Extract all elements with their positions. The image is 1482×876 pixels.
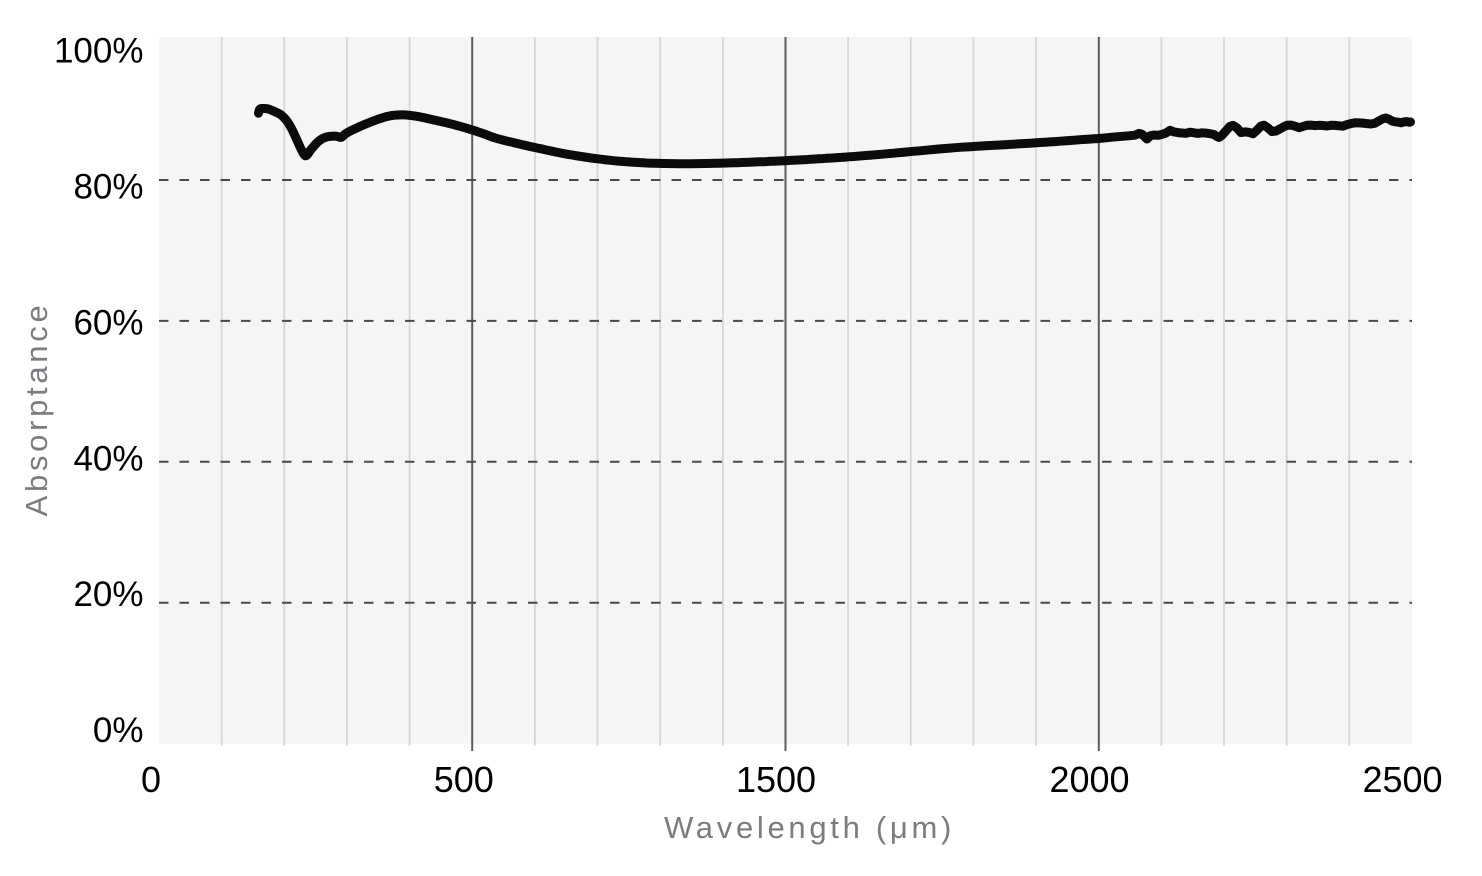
svg-text:100%: 100%	[54, 32, 144, 71]
svg-text:0%: 0%	[93, 711, 144, 750]
svg-text:0: 0	[141, 759, 161, 800]
svg-text:80%: 80%	[73, 168, 143, 207]
svg-text:2000: 2000	[1049, 759, 1129, 800]
svg-text:500: 500	[434, 759, 494, 800]
svg-text:Wavelength (μm): Wavelength (μm)	[664, 810, 955, 845]
svg-text:Absorptance: Absorptance	[19, 302, 54, 517]
svg-text:1500: 1500	[736, 759, 816, 800]
svg-text:2500: 2500	[1362, 759, 1442, 800]
svg-text:40%: 40%	[73, 439, 143, 478]
svg-text:20%: 20%	[73, 575, 143, 614]
svg-text:60%: 60%	[73, 304, 143, 343]
